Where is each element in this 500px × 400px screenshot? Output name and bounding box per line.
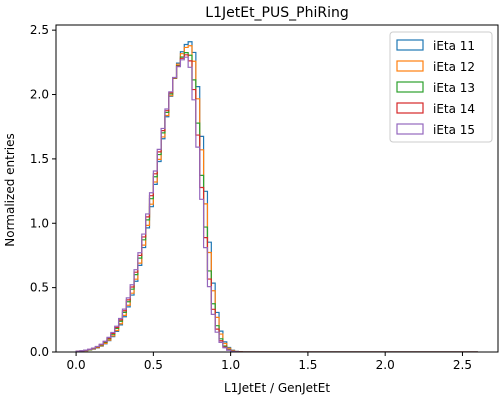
legend-swatch	[396, 81, 424, 93]
legend-label: iEta 13	[433, 81, 475, 95]
chart-title: L1JetEt_PUS_PhiRing	[205, 5, 348, 21]
y-tick-label: 2.5	[30, 23, 49, 37]
legend-label: iEta 12	[433, 60, 475, 74]
x-tick-label: 0.0	[67, 358, 86, 372]
x-axis-label: L1JetEt / GenJetEt	[224, 381, 330, 395]
x-tick-label: 1.5	[298, 358, 317, 372]
y-tick-label: 0.5	[30, 281, 49, 295]
x-tick-label: 2.0	[376, 358, 395, 372]
series-line-1	[75, 41, 478, 352]
axes: 0.0 0.5 1.0 1.5 2.0 2.5 0.0 0.5 1.0 1.5 2.0 2.5	[30, 23, 499, 372]
legend-label: iEta 14	[433, 102, 475, 116]
plot-area	[75, 41, 478, 352]
legend-swatch	[396, 60, 424, 72]
plot-frame	[55, 24, 499, 353]
legend-swatch	[396, 39, 424, 51]
legend-box	[389, 31, 493, 143]
legend-swatch	[396, 123, 424, 135]
legend-label: iEta 15	[433, 123, 475, 137]
legend-label: iEta 11	[433, 39, 475, 53]
x-tick-label: 1.0	[221, 358, 240, 372]
legend-swatch	[396, 102, 424, 114]
y-tick-label: 0.0	[30, 345, 49, 359]
x-tick-label: 2.5	[453, 358, 472, 372]
x-tick-label: 0.5	[144, 358, 163, 372]
y-tick-label: 1.0	[30, 216, 49, 230]
y-tick-label: 2.0	[30, 88, 49, 102]
legend: iEta 11 iEta 12 iEta 13 iEta 14 iEta 15	[389, 31, 493, 143]
y-tick-label: 1.5	[30, 152, 49, 166]
series-line-5	[75, 56, 478, 352]
y-axis-label: Normalized entries	[3, 133, 17, 246]
